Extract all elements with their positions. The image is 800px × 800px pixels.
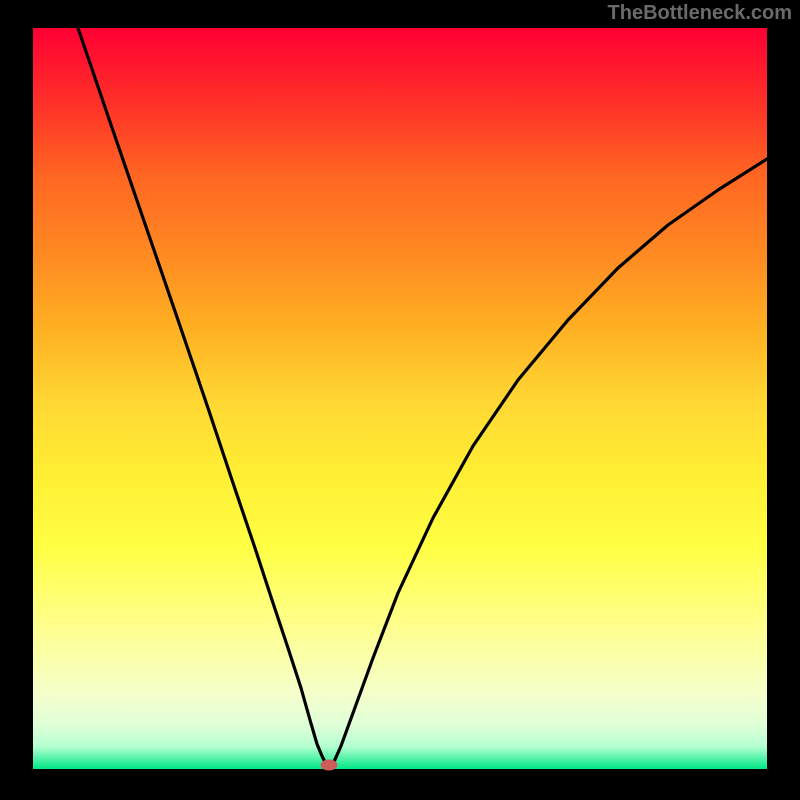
optimal-point-marker	[321, 760, 338, 771]
plot-area	[33, 28, 767, 769]
bottleneck-curve	[33, 28, 767, 769]
watermark-text: TheBottleneck.com	[608, 2, 792, 25]
chart-canvas: TheBottleneck.com	[0, 0, 800, 800]
